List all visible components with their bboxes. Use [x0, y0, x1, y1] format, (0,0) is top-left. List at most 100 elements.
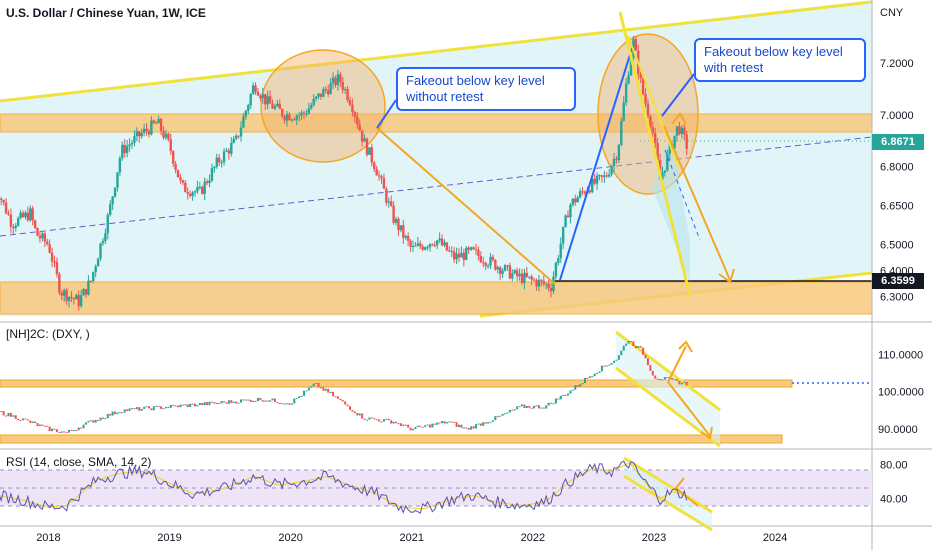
candle-body [634, 39, 638, 51]
candle-body [397, 218, 400, 231]
candle-body [60, 292, 63, 296]
dxy-candle [307, 387, 310, 391]
candle-body [419, 243, 422, 247]
dxy-candle [593, 373, 596, 377]
dxy-candle [390, 420, 393, 424]
dxy-candle [574, 385, 577, 390]
dxy-candle [646, 358, 649, 366]
dxy-candle [511, 409, 514, 411]
candle-body [554, 263, 558, 277]
dxy-candle [167, 406, 170, 408]
candle-body [520, 273, 524, 283]
dxy-candle [477, 423, 480, 425]
dxy-candle [135, 407, 138, 410]
candle-body [365, 138, 369, 155]
dxy-candle [419, 425, 422, 427]
dxy-candle [416, 425, 419, 428]
dxy-candle [259, 397, 262, 401]
candle-body [532, 279, 536, 281]
candle-body [600, 175, 604, 177]
dxy-candle [332, 391, 335, 397]
dxy-candle [411, 428, 414, 431]
candle-body [341, 81, 344, 90]
dxy-candle [138, 407, 141, 411]
candle-body [43, 233, 47, 242]
candle-body [433, 245, 436, 247]
candle-body [171, 151, 175, 164]
dxy-candle [661, 379, 664, 381]
candle-body [508, 265, 512, 279]
candle-body [232, 138, 235, 143]
candle-body [445, 242, 449, 251]
dxy-candle [24, 418, 27, 420]
candle-body [305, 113, 308, 115]
dxy-candle [591, 376, 594, 378]
dxy-candle [242, 399, 245, 401]
dxy-candle [504, 413, 507, 415]
dxy-candle [678, 380, 681, 385]
dxy-candle [230, 400, 233, 403]
candle-body [583, 191, 587, 194]
candle-body [138, 131, 141, 137]
dxy-candle [649, 365, 652, 371]
candle-body [368, 147, 371, 155]
candle-body [188, 194, 192, 196]
candle-body [273, 106, 277, 109]
dxy-candle [225, 402, 228, 404]
dxy-candle [571, 389, 574, 391]
dxy-candle [17, 418, 20, 421]
dxy-candle [104, 418, 107, 420]
dxy-candle [654, 375, 657, 379]
candle-body [581, 191, 584, 193]
dxy-tick-label: 110.0000 [878, 349, 923, 361]
dxy-candle [482, 422, 485, 426]
dxy-candle [264, 400, 267, 402]
dxy-candle [70, 429, 73, 431]
candle-body [84, 289, 88, 295]
dxy-candle [41, 424, 44, 426]
candle-body [409, 240, 412, 247]
dxy-line [0, 341, 688, 434]
dxy-candle [218, 402, 221, 404]
candle-body [271, 103, 274, 109]
dxy-candle [467, 427, 470, 430]
dxy-candle [620, 350, 623, 356]
dxy-candle [38, 424, 41, 427]
candle-body [176, 169, 180, 178]
candle-body [276, 103, 279, 107]
dxy-candle [559, 395, 562, 400]
dxy-candle [193, 403, 196, 407]
candle-body [421, 246, 424, 250]
dxy-candle [634, 346, 637, 348]
candle-body [607, 174, 611, 177]
dxy-candle [116, 412, 119, 415]
dxy-candle [58, 432, 61, 434]
candle-body [569, 204, 572, 218]
candle-body [479, 255, 483, 263]
candle-body [620, 120, 623, 145]
candle-body [205, 181, 209, 184]
dxy-candle [147, 406, 150, 409]
dxy-candle [373, 418, 376, 420]
dxy-candle [106, 413, 109, 419]
dxy-candle [150, 408, 153, 411]
dxy-candle [441, 421, 444, 424]
dxy-candle [181, 404, 184, 406]
channel-upper-line [0, 0, 873, 103]
dxy-candle [370, 417, 373, 419]
candle-body [438, 238, 441, 241]
candle-body [431, 244, 434, 246]
dxy-candle [554, 398, 557, 404]
candle-body [198, 186, 202, 188]
candle-body [489, 256, 492, 266]
dxy-candle [319, 387, 322, 389]
dxy-candle [622, 345, 625, 351]
candle-body [82, 289, 85, 296]
candle-body [118, 158, 122, 173]
dxy-candle [508, 409, 511, 413]
dxy-candle [9, 412, 12, 417]
dxy-candle [671, 377, 674, 380]
dxy-candle [174, 405, 177, 407]
candle-body [673, 135, 676, 149]
dxy-candle [329, 391, 332, 393]
